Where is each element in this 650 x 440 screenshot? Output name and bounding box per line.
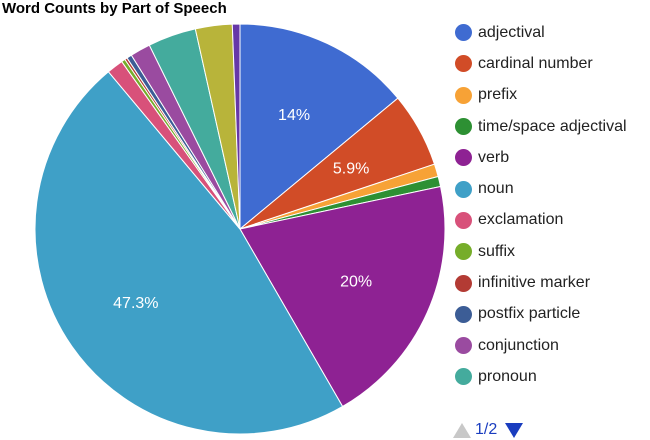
legend-item[interactable]: conjunction — [455, 330, 627, 361]
legend-item[interactable]: suffix — [455, 236, 627, 267]
legend-swatch-icon — [455, 86, 472, 104]
legend-item[interactable]: verb — [455, 142, 627, 173]
legend-swatch-icon — [455, 274, 472, 292]
legend-item[interactable]: cardinal number — [455, 48, 627, 79]
legend-swatch-icon — [455, 24, 472, 42]
legend-label: infinitive marker — [478, 274, 591, 292]
pager-text: 1/2 — [475, 421, 498, 438]
pie-slice[interactable] — [231, 23, 241, 230]
legend-label: verb — [478, 148, 510, 166]
legend-pager: 1/2 — [453, 421, 524, 439]
legend-swatch-icon — [455, 305, 472, 323]
legend-item[interactable]: pronoun — [455, 361, 627, 392]
triangle-up-icon — [453, 422, 471, 438]
legend-item[interactable]: infinitive marker — [455, 267, 627, 298]
legend-item[interactable]: noun — [455, 173, 627, 204]
slice-label: 5.9% — [333, 160, 369, 177]
legend-swatch-icon — [455, 118, 472, 136]
legend-label: time/space adjectival — [478, 117, 627, 135]
legend-label: suffix — [478, 242, 516, 260]
legend-item[interactable]: adjectival — [455, 17, 627, 48]
pie-slice[interactable] — [239, 23, 399, 231]
legend-swatch-icon — [455, 180, 472, 198]
pie-slice[interactable] — [239, 185, 446, 408]
legend-label: adjectival — [478, 23, 545, 41]
legend-item[interactable]: time/space adjectival — [455, 111, 627, 142]
chart-title: Word Counts by Part of Speech — [2, 0, 227, 17]
legend-label: prefix — [478, 86, 518, 104]
slice-label: 20% — [340, 274, 372, 291]
slice-label: 14% — [278, 107, 310, 124]
legend-item[interactable]: prefix — [455, 80, 627, 111]
pie-slice[interactable] — [34, 71, 344, 435]
legend: adjectival cardinal number prefix time/spac… — [455, 17, 627, 393]
legend-item[interactable]: postfix particle — [455, 299, 627, 330]
legend-swatch-icon — [455, 243, 472, 261]
legend-label: conjunction — [478, 336, 559, 354]
legend-swatch-icon — [455, 211, 472, 229]
triangle-down-icon[interactable] — [505, 422, 524, 438]
legend-swatch-icon — [455, 55, 472, 73]
legend-label: noun — [478, 180, 514, 198]
legend-item[interactable]: exclamation — [455, 205, 627, 236]
legend-label: exclamation — [478, 211, 564, 229]
legend-swatch-icon — [455, 149, 472, 167]
legend-swatch-icon — [455, 337, 472, 355]
legend-label: postfix particle — [478, 305, 581, 323]
legend-swatch-icon — [455, 368, 472, 386]
slice-label: 47.3% — [113, 295, 158, 312]
legend-label: cardinal number — [478, 54, 593, 72]
legend-label: pronoun — [478, 367, 537, 385]
